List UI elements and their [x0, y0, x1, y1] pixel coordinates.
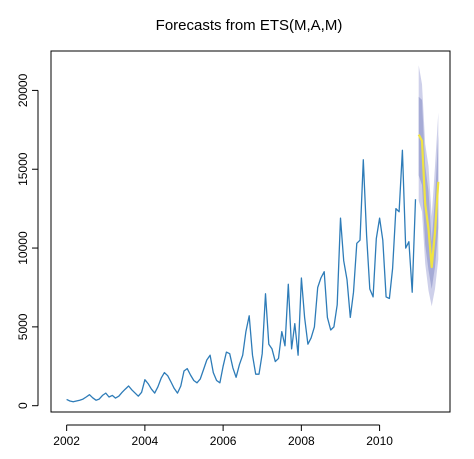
plot-frame [50, 50, 451, 413]
x-tick-label: 2008 [288, 434, 315, 448]
x-axis: 2002 2004 2006 2008 2010 [53, 424, 393, 448]
y-tick-label: 20000 [16, 73, 30, 107]
y-axis: 0 5000 10000 15000 20000 [16, 73, 39, 409]
x-tick-label: 2010 [366, 434, 393, 448]
forecast-mean-line [417, 134, 440, 269]
series-line [66, 149, 417, 403]
y-tick-label: 10000 [16, 231, 30, 265]
x-tick-label: 2002 [53, 434, 80, 448]
forecast-layer [417, 65, 440, 307]
series-layer [66, 149, 417, 403]
x-tick-label: 2006 [210, 434, 237, 448]
y-tick-label: 0 [16, 402, 30, 409]
y-tick-label: 15000 [16, 152, 30, 186]
chart-title: Forecasts from ETS(M,A,M) [156, 17, 343, 34]
y-tick-label: 5000 [16, 313, 30, 340]
x-tick-label: 2004 [132, 434, 159, 448]
